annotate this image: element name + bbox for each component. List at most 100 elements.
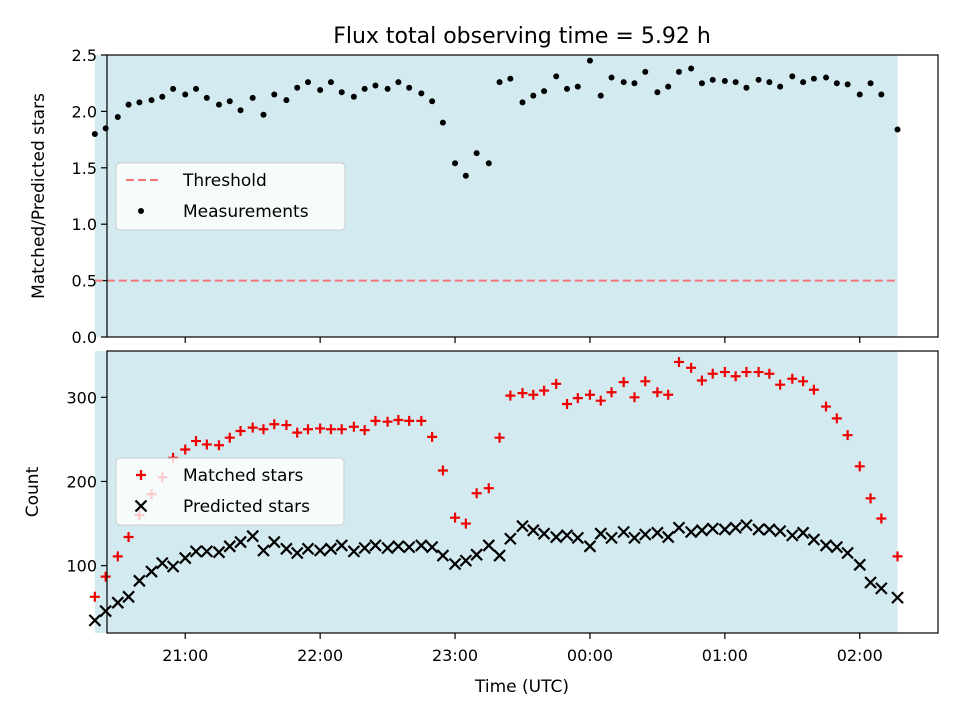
- y-tick-label: 300: [66, 388, 97, 407]
- measurement-point: [237, 107, 244, 114]
- y-tick-label: 100: [66, 557, 97, 576]
- measurement-point: [755, 76, 762, 83]
- matched-star-point: [100, 571, 111, 582]
- predicted-star-point: [516, 519, 529, 533]
- measurement-point: [271, 91, 278, 98]
- x-tick-label: 00:00: [567, 646, 613, 665]
- predicted-star-point: [594, 527, 608, 540]
- measurement-point: [327, 79, 334, 86]
- x-tick-label: 22:00: [297, 646, 343, 665]
- matched-star-point: [450, 512, 461, 523]
- measurement-point: [654, 89, 661, 96]
- measurement-point: [125, 101, 132, 108]
- matched-star-point: [854, 461, 865, 472]
- measurement-point: [406, 84, 413, 91]
- measurement-point: [317, 86, 324, 93]
- predicted-star-point: [830, 540, 844, 554]
- x-tick-label: 21:00: [162, 646, 208, 665]
- predicted-star-point: [347, 545, 361, 558]
- measurement-point: [698, 80, 705, 87]
- measurement-point: [350, 93, 357, 100]
- predicted-star-point: [436, 549, 450, 562]
- predicted-star-point: [583, 540, 597, 553]
- measurement-point: [620, 79, 627, 86]
- matched-star-point: [213, 440, 224, 451]
- measurement-point: [743, 84, 750, 91]
- matched-star-point: [551, 378, 562, 389]
- measurement-point: [766, 79, 773, 86]
- predicted-star-point: [537, 527, 551, 540]
- measurement-point: [574, 83, 581, 90]
- matched-star-point: [224, 432, 235, 443]
- measurement-point: [338, 89, 345, 96]
- predicted-star-point: [752, 523, 765, 536]
- axes-frame: [106, 350, 939, 634]
- predicted-star-point: [257, 544, 270, 557]
- predicted-star-point: [651, 526, 664, 540]
- measurement-point: [182, 91, 189, 98]
- measurement-point: [170, 85, 177, 92]
- predicted-star-point: [459, 554, 473, 567]
- matched-star-point: [471, 488, 482, 499]
- legend-label: Predicted stars: [183, 497, 310, 517]
- y-tick-label: 0.0: [72, 328, 97, 347]
- matched-star-point: [730, 371, 741, 382]
- measurement-point: [631, 80, 638, 87]
- predicted-star-point: [246, 529, 259, 543]
- matched-star-point: [584, 389, 595, 400]
- matched-star-point: [798, 376, 809, 387]
- predicted-star-point: [392, 540, 405, 553]
- predicted-star-point: [549, 530, 563, 544]
- predicted-star-point: [841, 546, 854, 560]
- measurement-point: [789, 73, 796, 80]
- x-tick-label: 02:00: [837, 646, 883, 665]
- measurement-point: [541, 88, 548, 95]
- measurement-point: [260, 111, 267, 118]
- bottom-panel: 100 200 300 21:00 22:00 23:00 00:00 01:00 02:00 C…: [23, 350, 939, 665]
- measurement-point: [148, 97, 155, 104]
- matched-star-point: [686, 362, 697, 373]
- predicted-star-point: [335, 539, 349, 552]
- measurement-point: [709, 76, 716, 83]
- predicted-star-point: [560, 529, 574, 542]
- matched-star-point: [437, 465, 448, 476]
- predicted-star-point: [470, 548, 483, 561]
- y-axis-label: Matched/Predicted stars: [29, 93, 49, 299]
- matched-star-point: [663, 389, 674, 400]
- matched-star-point: [359, 425, 370, 436]
- measurement-point: [372, 82, 379, 89]
- axes-frame: [106, 54, 939, 338]
- legend-label: Threshold: [182, 171, 267, 191]
- matched-star-point: [808, 384, 819, 395]
- predicted-star-point: [415, 539, 428, 552]
- measurement-point: [844, 81, 851, 88]
- measurement-point: [507, 75, 514, 82]
- measurement-point: [294, 84, 301, 91]
- measurement-point: [136, 99, 143, 106]
- measurement-point: [384, 85, 391, 92]
- measurement-point: [305, 79, 312, 86]
- measurement-point: [721, 77, 728, 84]
- matched-star-point: [191, 436, 202, 447]
- predicted-star-point: [786, 529, 799, 542]
- measurement-point: [226, 98, 233, 105]
- measurement-point: [203, 94, 210, 101]
- measurement-point: [800, 79, 807, 86]
- measurement-point: [894, 126, 901, 133]
- measurement-point: [452, 160, 459, 167]
- matched-star-point: [303, 424, 314, 435]
- matched-star-point: [696, 375, 707, 386]
- measurement-point: [675, 68, 682, 75]
- measurement-point: [473, 150, 480, 157]
- predicted-star-point: [718, 523, 732, 536]
- measurement-point: [586, 57, 593, 64]
- predicted-star-point: [773, 524, 787, 538]
- predicted-star-point: [819, 539, 833, 552]
- legend-measurement-swatch: [138, 208, 144, 214]
- legend-box: [115, 457, 345, 526]
- legend: Threshold Measurements: [115, 162, 346, 231]
- legend-label: Matched stars: [183, 466, 303, 486]
- predicted-star-point: [200, 545, 214, 558]
- predicted-star-point: [358, 541, 371, 555]
